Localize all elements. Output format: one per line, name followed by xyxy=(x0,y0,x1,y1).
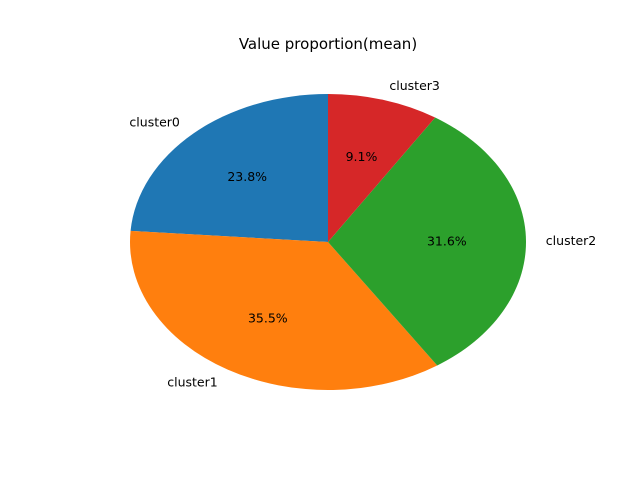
slice-percent-cluster1: 35.5% xyxy=(248,311,288,326)
slice-percent-cluster0: 23.8% xyxy=(227,169,267,184)
slice-label-cluster1: cluster1 xyxy=(167,374,217,389)
slice-percent-cluster2: 31.6% xyxy=(427,233,467,248)
pie-slice-cluster1 xyxy=(129,230,438,390)
slice-label-cluster3: cluster3 xyxy=(389,78,439,93)
pie-slice-cluster3 xyxy=(328,94,436,242)
slice-label-cluster0: cluster0 xyxy=(129,115,180,130)
chart-title: Value proportion(mean) xyxy=(239,35,417,53)
pie-slices xyxy=(129,94,526,390)
slice-percent-cluster3: 9.1% xyxy=(346,149,378,164)
pie-labels: cluster0 23.8% cluster1 35.5% cluster2 31.6% c… xyxy=(129,78,596,390)
slice-label-cluster2: cluster2 xyxy=(546,233,596,248)
pie-slice-cluster0 xyxy=(130,94,328,242)
pie-slice-cluster2 xyxy=(328,117,526,366)
